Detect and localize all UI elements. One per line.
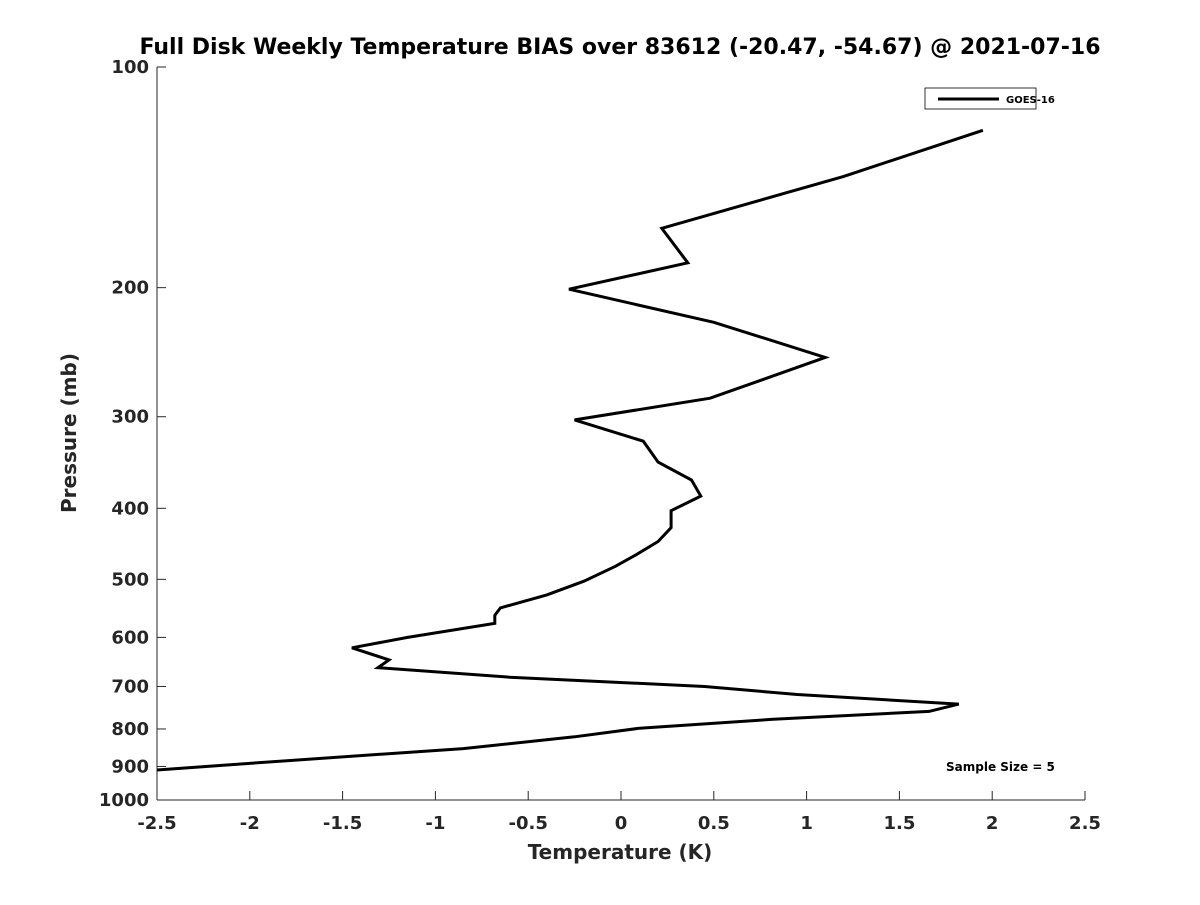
- x-tick-label: -2.5: [137, 813, 176, 834]
- y-tick-label: 200: [111, 278, 149, 299]
- y-tick-label: 400: [111, 498, 149, 519]
- y-tick-label: 900: [111, 756, 149, 777]
- y-tick-label: 700: [111, 676, 149, 697]
- x-tick-label: 2.5: [1069, 813, 1101, 834]
- y-tick-label: 1000: [99, 790, 149, 811]
- chart-title: Full Disk Weekly Temperature BIAS over 8…: [139, 35, 1100, 60]
- y-tick-label: 600: [111, 627, 149, 648]
- y-tick-label: 500: [111, 569, 149, 590]
- y-tick-label: 300: [111, 407, 149, 428]
- x-tick-label: -0.5: [509, 813, 548, 834]
- y-tick-label: 100: [111, 57, 149, 78]
- x-axis-label: Temperature (K): [528, 840, 713, 864]
- y-tick-label: 800: [111, 719, 149, 740]
- x-tick-label: 2: [986, 813, 999, 834]
- y-axis-ticks: 100 200 300 400 500 600 700 800 900 1000: [99, 57, 166, 811]
- x-tick-label: 1.5: [883, 813, 915, 834]
- legend-label-goes-16: GOES-16: [1006, 95, 1055, 106]
- x-tick-label: 0: [615, 813, 628, 834]
- x-tick-label: -1.5: [323, 813, 362, 834]
- series-layer: [157, 130, 983, 770]
- x-axis-ticks: -2.5 -2 -1.5 -1 -0.5 0 0.5 1 1.5 2 2.5: [137, 791, 1101, 834]
- sample-size-annotation: Sample Size = 5: [946, 760, 1055, 774]
- x-tick-label: 0.5: [698, 813, 730, 834]
- x-tick-label: -2: [240, 813, 260, 834]
- series-line-goes-16: [157, 130, 983, 770]
- y-axis-label: Pressure (mb): [57, 353, 81, 513]
- x-tick-label: -1: [425, 813, 445, 834]
- x-tick-label: 1: [800, 813, 813, 834]
- legend: GOES-16: [925, 88, 1055, 109]
